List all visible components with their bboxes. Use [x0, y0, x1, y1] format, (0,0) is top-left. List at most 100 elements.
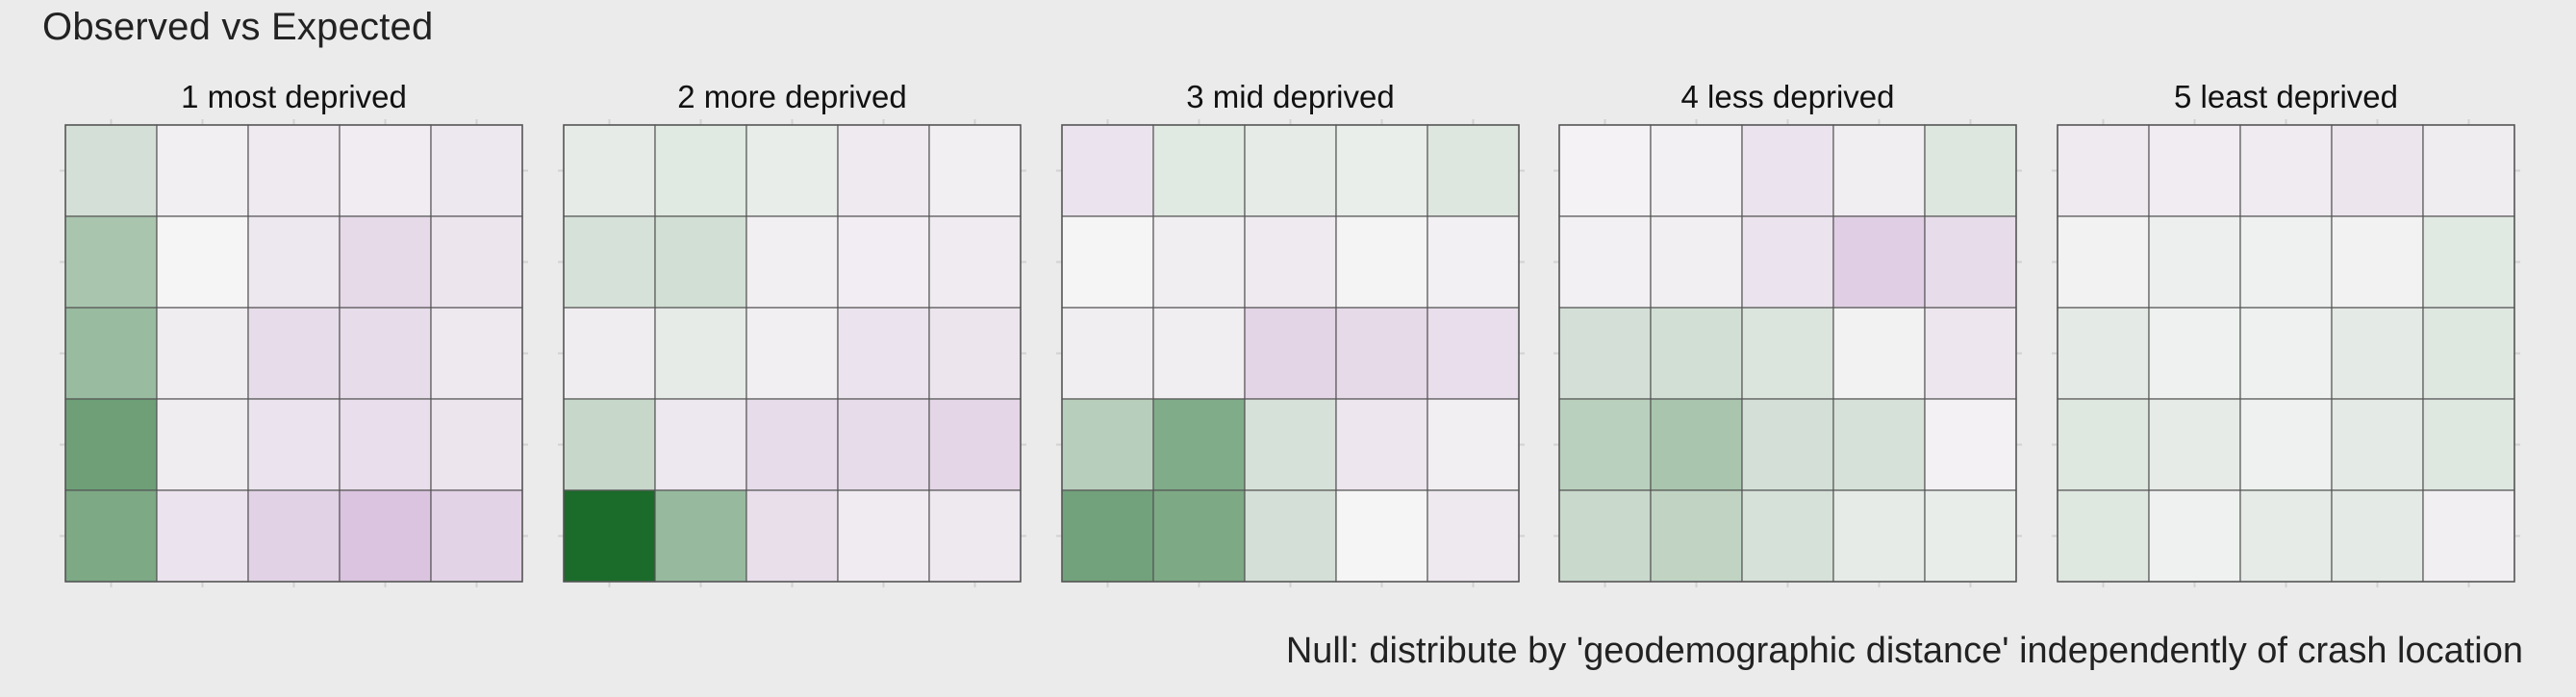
heatmap-cell: [1650, 215, 1743, 309]
facet-label: 4 less deprived: [1681, 79, 1895, 114]
heatmap-cell: [156, 124, 249, 217]
chart-title: Observed vs Expected: [42, 6, 434, 48]
heatmap-cell: [1061, 489, 1154, 583]
heatmap-cell: [563, 124, 656, 217]
heatmap-cell: [1427, 398, 1520, 491]
heatmap-cell: [1924, 398, 2017, 491]
heatmap-cell: [1335, 215, 1428, 309]
heatmap-cell: [1061, 124, 1154, 217]
heatmap-cell: [2422, 215, 2515, 309]
facet-panel: 4 less deprived: [1553, 79, 2022, 587]
heatmap-cell: [2148, 215, 2241, 309]
heatmap-cell: [339, 215, 432, 309]
heatmap-cell: [1650, 398, 1743, 491]
heatmap-cell: [1558, 124, 1652, 217]
heatmap-cell: [1558, 215, 1652, 309]
heatmap-cell: [1335, 124, 1428, 217]
heatmap-cell: [2239, 489, 2333, 583]
heatmap-cell: [2331, 307, 2424, 400]
heatmap-cell: [1741, 124, 1834, 217]
heatmap-cell: [1061, 307, 1154, 400]
heatmap-cell: [2331, 215, 2424, 309]
heatmap-cell: [2057, 489, 2150, 583]
heatmap-cell: [2422, 124, 2515, 217]
panel-border: [64, 124, 523, 583]
heatmap-cell: [1924, 307, 2017, 400]
heatmap-cell: [654, 489, 747, 583]
heatmap-cell: [1832, 215, 1926, 309]
heatmap-cell: [247, 398, 341, 491]
heatmap-cell: [1152, 124, 1246, 217]
heatmap-cell: [2331, 398, 2424, 491]
facet-label: 2 more deprived: [677, 79, 906, 114]
heatmap-cell: [247, 124, 341, 217]
heatmap-cell: [654, 215, 747, 309]
heatmap-cell: [654, 124, 747, 217]
heatmap-cell: [2057, 215, 2150, 309]
heatmap-cell: [563, 398, 656, 491]
facet-panel: 2 more deprived: [558, 79, 1026, 587]
heatmap-cell: [2148, 489, 2241, 583]
heatmap-cell: [928, 489, 1022, 583]
facet-label: 5 least deprived: [2174, 79, 2398, 114]
heatmap-cell: [1924, 489, 2017, 583]
heatmap-cell: [1741, 215, 1834, 309]
heatmap-cell: [1558, 489, 1652, 583]
facet-panel: 1 most deprived: [60, 79, 528, 587]
heatmap-cell: [156, 489, 249, 583]
heatmap-cell: [2422, 398, 2515, 491]
heatmap-cell: [2148, 398, 2241, 491]
heatmap-cell: [339, 124, 432, 217]
heatmap-cell: [1244, 215, 1337, 309]
heatmap-cell: [1741, 489, 1834, 583]
heatmap-cell: [2057, 307, 2150, 400]
panel-border: [2057, 124, 2515, 583]
heatmap-cell: [1558, 398, 1652, 491]
facet-label: 1 most deprived: [181, 79, 407, 114]
heatmap-cell: [1924, 215, 2017, 309]
heatmap-cell: [837, 398, 930, 491]
heatmap-cell: [339, 489, 432, 583]
heatmap-cell: [64, 307, 158, 400]
chart-caption: Null: distribute by 'geodemographic dist…: [1285, 631, 2523, 671]
heatmap-cell: [1427, 124, 1520, 217]
heatmap-cell: [247, 215, 341, 309]
heatmap-cell: [654, 307, 747, 400]
panel-border: [1558, 124, 2017, 583]
heatmap-cell: [928, 124, 1022, 217]
heatmap-cell: [1152, 489, 1246, 583]
facet-panel: 3 mid deprived: [1056, 79, 1525, 587]
heatmap-cell: [1558, 307, 1652, 400]
heatmap-cell: [1335, 489, 1428, 583]
heatmap-cell: [745, 307, 839, 400]
heatmap-cell: [339, 398, 432, 491]
heatmap-cell: [563, 489, 656, 583]
heatmap-cell: [1335, 307, 1428, 400]
heatmap-cell: [1061, 398, 1154, 491]
facet-panel: 5 least deprived: [2052, 79, 2520, 587]
heatmap-cell: [2239, 398, 2333, 491]
heatmap-cell: [430, 398, 523, 491]
heatmap-cell: [928, 398, 1022, 491]
heatmap-cell: [563, 215, 656, 309]
heatmap-cell: [430, 215, 523, 309]
facet-label: 3 mid deprived: [1186, 79, 1394, 114]
heatmap-cell: [837, 307, 930, 400]
heatmap-cell: [563, 307, 656, 400]
heatmap-cell: [654, 398, 747, 491]
heatmap-cell: [247, 307, 341, 400]
heatmap-cell: [2331, 124, 2424, 217]
heatmap-cell: [745, 215, 839, 309]
heatmap-cell: [1924, 124, 2017, 217]
heatmap-cell: [64, 398, 158, 491]
heatmap-cell: [64, 215, 158, 309]
panel-border: [563, 124, 1022, 583]
heatmap-cell: [156, 307, 249, 400]
heatmap-cell: [1427, 215, 1520, 309]
heatmap-cell: [2148, 307, 2241, 400]
heatmap-cell: [745, 398, 839, 491]
heatmap-cell: [1244, 124, 1337, 217]
heatmap-cell: [1832, 489, 1926, 583]
heatmap-cell: [1061, 215, 1154, 309]
